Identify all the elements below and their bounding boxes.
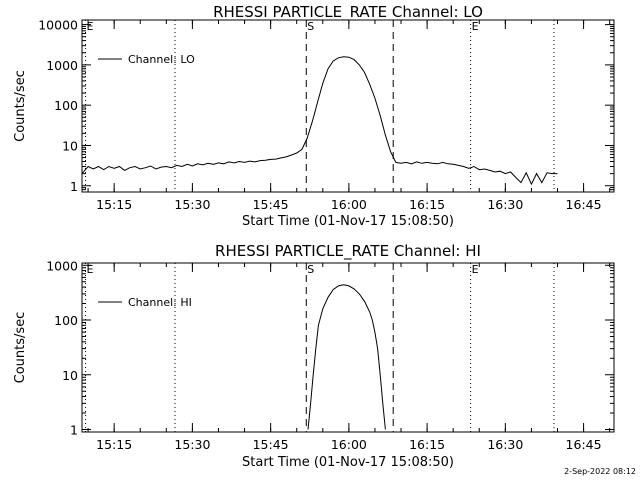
x-tick-label: 16:00 <box>331 437 367 452</box>
x-tick-label: 15:45 <box>253 197 289 212</box>
x-tick-label: 16:00 <box>331 197 367 212</box>
lo-channel-panel: RHESSI PARTICLE_RATE Channel: LO 1 10 100 10… <box>13 3 615 229</box>
plot-frame <box>81 19 615 193</box>
y-tick-label: 100 <box>54 98 78 113</box>
chart-title: RHESSI PARTICLE_RATE Channel: HI <box>215 242 481 261</box>
plot-frame <box>81 262 615 433</box>
x-axis-label: Start Time (01-Nov-17 15:08:50) <box>242 214 454 229</box>
y-tick-label: 1000 <box>46 58 78 73</box>
y-axis-label: Counts/sec <box>13 312 28 384</box>
event-marker-label: E <box>86 263 93 276</box>
hi-channel-panel: RHESSI PARTICLE_RATE Channel: HI 1 10 100 10… <box>13 242 615 470</box>
x-tick-label: 16:30 <box>487 437 523 452</box>
x-tick-label: 15:30 <box>174 197 210 212</box>
y-tick-label: 10 <box>62 368 78 383</box>
x-tick-label: 15:30 <box>174 437 210 452</box>
y-tick-label: 1 <box>70 422 78 437</box>
event-marker-label: E <box>86 20 93 33</box>
legend-label: Channel: HI <box>128 296 192 309</box>
event-marker-label: E <box>472 20 479 33</box>
x-axis-label: Start Time (01-Nov-17 15:08:50) <box>242 455 454 470</box>
x-tick-label: 15:15 <box>96 197 132 212</box>
y-axis-label: Counts/sec <box>13 70 28 142</box>
event-marker-label: S <box>307 263 314 276</box>
legend-label: Channel: LO <box>128 53 195 66</box>
x-tick-label: 16:45 <box>566 437 602 452</box>
event-marker-label: E <box>472 263 479 276</box>
x-tick-label: 16:15 <box>409 197 445 212</box>
y-tick-label: 10 <box>62 138 78 153</box>
x-tick-label: 15:15 <box>96 437 132 452</box>
x-tick-label: 16:15 <box>409 437 445 452</box>
data-series-line <box>81 56 558 186</box>
y-tick-label: 1 <box>70 179 78 194</box>
event-marker-label: S <box>307 20 314 33</box>
y-tick-label: 10000 <box>38 18 78 33</box>
generation-timestamp: 2-Sep-2022 08:12 <box>564 467 636 476</box>
y-tick-label: 100 <box>54 313 78 328</box>
x-tick-label: 16:45 <box>566 197 602 212</box>
x-tick-label: 15:45 <box>253 437 289 452</box>
chart-title: RHESSI PARTICLE_RATE Channel: LO <box>213 3 483 22</box>
x-tick-label: 16:30 <box>487 197 523 212</box>
y-tick-label: 1000 <box>46 258 78 273</box>
data-series-line <box>307 284 386 430</box>
